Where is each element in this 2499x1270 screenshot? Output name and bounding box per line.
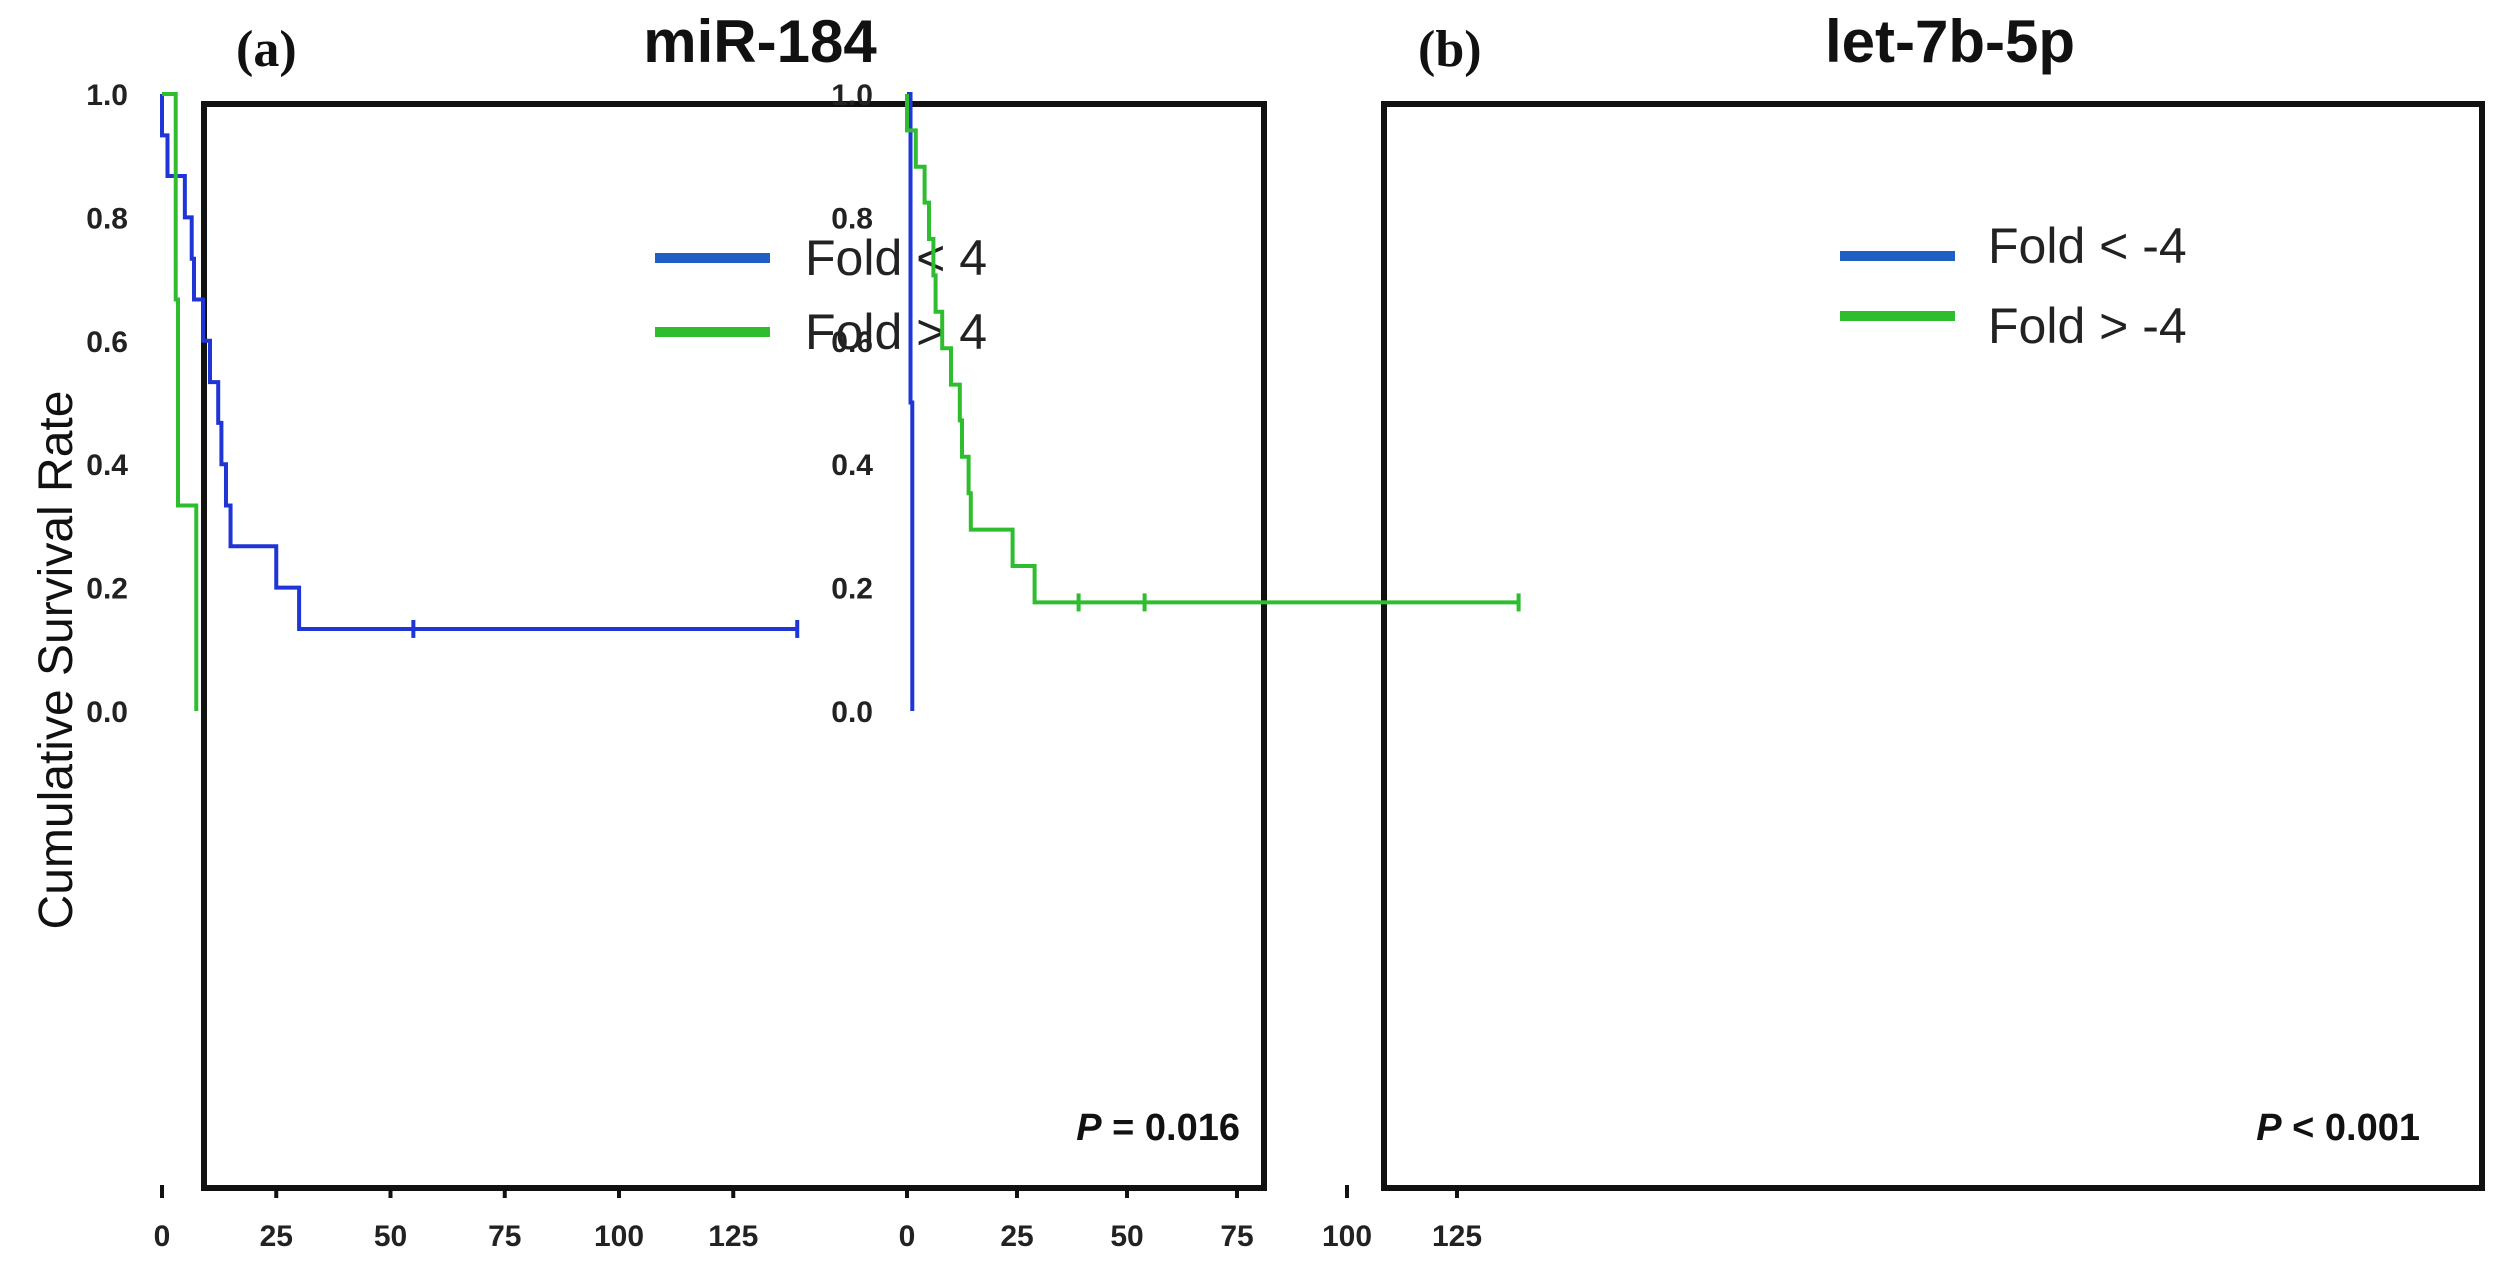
panel-b-ytick-label-2: 0.4 xyxy=(831,449,873,482)
panel-a-pvalue: P = 0.016 xyxy=(1076,1107,1240,1149)
panel-b-series-1-line xyxy=(905,94,1519,605)
panel-b: (b) let-7b-5p 0 25 50 75 100 1250.00.20.40.60… xyxy=(831,8,2485,1253)
legend-b-label-1: Fold < -4 xyxy=(1988,218,2187,274)
panel-b-ytick-label-3: 0.6 xyxy=(831,326,873,359)
panel-b-xtick-label-1: 25 xyxy=(1000,1220,1033,1253)
panel-b-xtick-label-2: 50 xyxy=(1110,1220,1143,1253)
panel-a-pvalue-text: = 0.016 xyxy=(1102,1107,1240,1149)
panel-b-xtick-label-0: 0 xyxy=(899,1220,916,1253)
panel-b-ytick-label-5: 1.0 xyxy=(831,79,873,112)
panel-a-xtick-label-0: 0 xyxy=(154,1220,171,1253)
panel-a-pvalue-symbol: P xyxy=(1076,1107,1102,1149)
panel-b-letter: (b) xyxy=(1418,21,1482,78)
panel-b-plot-frame xyxy=(1381,101,2485,1191)
panel-b-ytick-label-4: 0.8 xyxy=(831,202,873,235)
panel-b-pvalue-symbol: P xyxy=(2256,1107,2282,1149)
legend-a-label-2: Fold > 4 xyxy=(805,304,987,360)
legend-a-label-1: Fold < 4 xyxy=(805,230,987,286)
y-axis-label: Cumulative Survival Rate xyxy=(30,391,83,930)
panel-b-xtick-label-4: 100 xyxy=(1322,1220,1372,1253)
panel-b-plot-area: 0 25 50 75 100 125 0.0 0.2 0.4 0.6 0.8 1.0 xyxy=(831,79,1521,1253)
panel-a: (a) miR-184 Cumulative Survival Rate 0 25… xyxy=(30,8,1267,1253)
panel-b-xtick-label-3: 75 xyxy=(1220,1220,1253,1253)
panel-a-ytick-label-5: 1.0 xyxy=(86,79,128,112)
panel-a-legend: Fold < 4 Fold > 4 xyxy=(655,230,987,360)
panel-a-ytick-label-4: 0.8 xyxy=(86,202,128,235)
panel-b-ytick-label-0: 0.0 xyxy=(831,696,873,729)
panel-b-legend: Fold < -4 Fold > -4 xyxy=(1840,218,2187,354)
panel-a-plot-area: 0 25 50 75 100 125 0.0 0.2 0.4 0.6 0.8 1.0 xyxy=(86,79,800,1253)
panel-b-series-0-line xyxy=(907,92,915,711)
panel-a-xtick-label-1: 25 xyxy=(260,1220,293,1253)
panel-a-series-0-line xyxy=(160,94,798,631)
panel-a-ytick-label-1: 0.2 xyxy=(86,573,128,606)
panel-a-xtick-label-3: 75 xyxy=(488,1220,521,1253)
legend-b-label-2: Fold > -4 xyxy=(1988,298,2187,354)
panel-b-title: let-7b-5p xyxy=(1825,8,2075,75)
panel-b-pvalue: P < 0.001 xyxy=(2256,1107,2420,1149)
panel-a-ytick-label-0: 0.0 xyxy=(86,696,128,729)
panel-a-series-1-line xyxy=(162,92,199,711)
panel-a-letter: (a) xyxy=(236,21,297,78)
panel-b-ytick-label-1: 0.2 xyxy=(831,573,873,606)
panel-a-ytick-label-2: 0.4 xyxy=(86,449,128,482)
panel-a-xtick-label-4: 100 xyxy=(594,1220,644,1253)
panel-b-xtick-label-5: 125 xyxy=(1432,1220,1482,1253)
panel-a-plot-frame xyxy=(201,101,1267,1191)
panel-b-pvalue-text: < 0.001 xyxy=(2282,1107,2420,1149)
panel-a-ytick-label-3: 0.6 xyxy=(86,326,128,359)
panel-a-xtick-label-2: 50 xyxy=(374,1220,407,1253)
panel-a-xtick-label-5: 125 xyxy=(708,1220,758,1253)
panel-a-title: miR-184 xyxy=(643,8,877,75)
